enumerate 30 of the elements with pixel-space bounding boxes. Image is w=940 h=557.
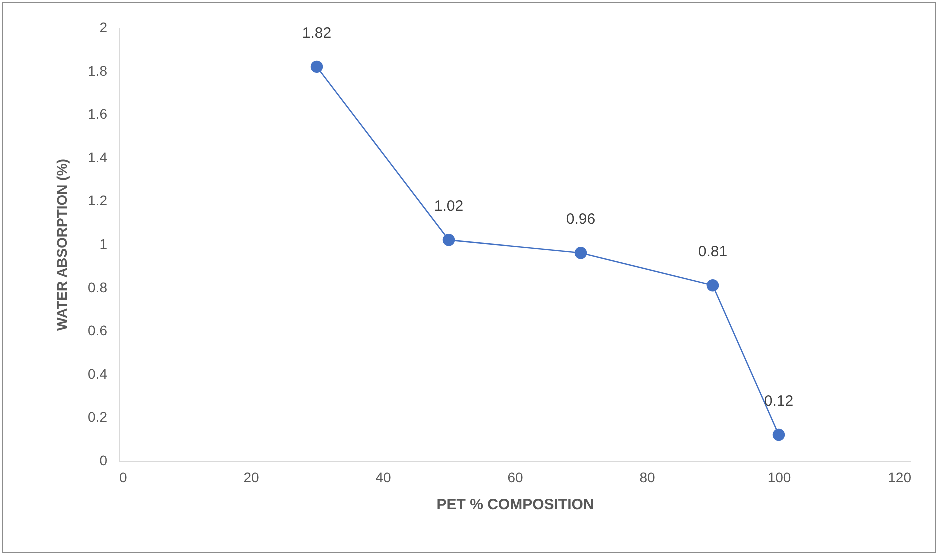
point [310,60,324,74]
y-tick-label: 0.8 [88,279,108,296]
y-tick-label: 0.2 [88,409,108,426]
x-tick-label: 0 [120,470,128,486]
point [574,247,588,260]
y-tick-label: 1 [100,236,108,252]
data-label: 0.96 [566,211,596,228]
data-label: 1.82 [302,24,332,42]
x-tick-label: 20 [244,470,260,486]
point [772,428,786,442]
data-label: 1.02 [434,198,464,216]
y-tick-label: 1.2 [88,192,108,209]
y-tick-label: 1.8 [88,62,108,79]
data-label: 0.12 [764,393,794,410]
x-tick-label: 80 [640,470,656,486]
x-tick-label: 60 [508,470,524,486]
y-tick-label: 0.4 [88,366,108,382]
point [442,234,456,246]
y-tick-label: 1.6 [88,106,108,122]
x-axis-title: PET % COMPOSITION [436,496,594,514]
y-axis-title: WATER ABSORPTION (%) [54,159,70,331]
point [706,280,720,292]
y-tick-label: 0 [100,452,108,468]
data-label: 0.81 [698,244,728,261]
x-tick-label: 40 [376,470,392,486]
y-tick-label: 1.4 [88,149,108,166]
x-tick-label: 100 [768,470,792,486]
y-tick-label: 0.6 [88,322,108,339]
y-tick-label: 2 [100,20,108,36]
x-tick-label: 120 [888,470,912,486]
